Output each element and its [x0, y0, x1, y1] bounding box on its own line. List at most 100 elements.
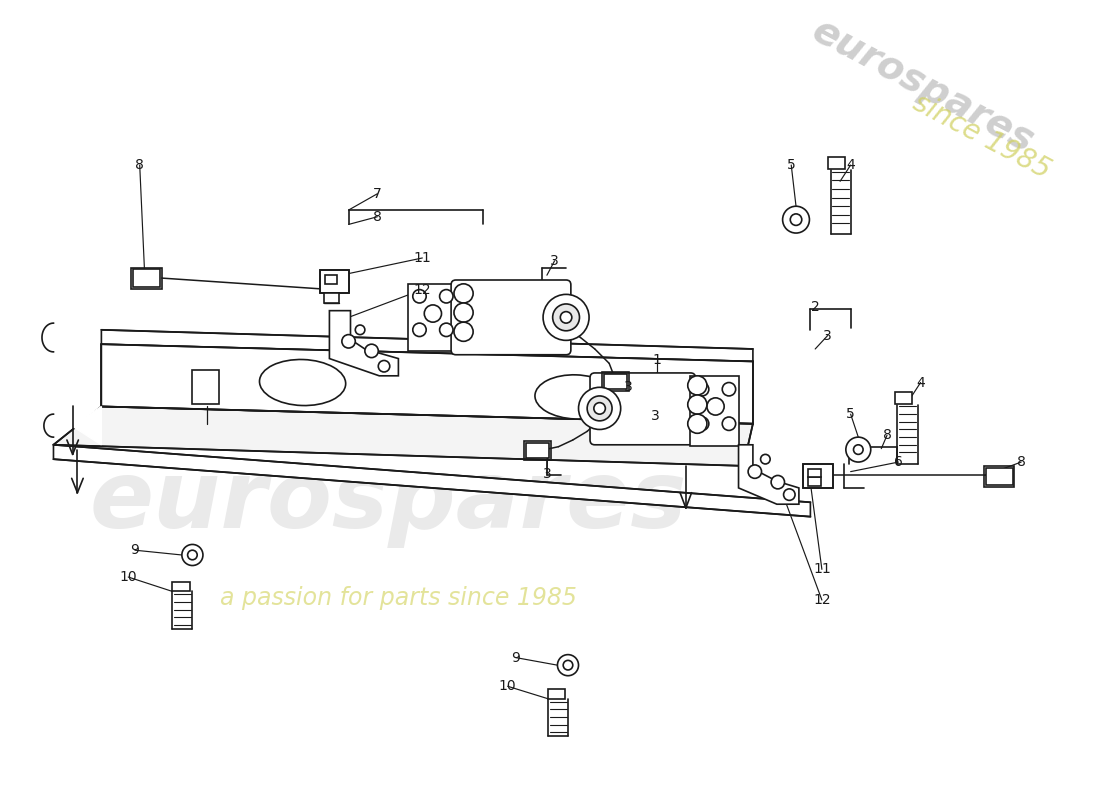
Polygon shape	[101, 330, 752, 362]
Text: 8: 8	[135, 158, 144, 172]
FancyBboxPatch shape	[590, 373, 695, 445]
Text: 4: 4	[916, 375, 925, 390]
Text: 6: 6	[894, 455, 903, 469]
Circle shape	[695, 417, 708, 430]
Circle shape	[771, 475, 784, 489]
Circle shape	[558, 654, 579, 676]
Text: eurospares: eurospares	[805, 11, 1041, 160]
Bar	[652, 410, 679, 440]
Circle shape	[440, 323, 453, 337]
Text: 11: 11	[813, 562, 830, 576]
Polygon shape	[738, 445, 799, 504]
Text: 5: 5	[846, 407, 855, 421]
Bar	[894, 392, 912, 404]
Bar	[603, 372, 629, 391]
Text: 7: 7	[373, 186, 382, 201]
Bar	[983, 466, 1014, 487]
Bar	[803, 464, 834, 488]
Bar	[320, 270, 349, 294]
Circle shape	[688, 376, 707, 395]
Circle shape	[355, 325, 365, 334]
Bar	[133, 270, 160, 286]
Bar	[320, 270, 349, 294]
Circle shape	[688, 414, 707, 434]
Circle shape	[552, 304, 580, 330]
Bar	[526, 443, 549, 458]
Bar	[323, 294, 339, 303]
Text: 9: 9	[510, 650, 519, 665]
Circle shape	[563, 660, 573, 670]
Text: 3: 3	[624, 380, 632, 394]
Text: 11: 11	[414, 251, 431, 265]
Circle shape	[854, 445, 864, 454]
Bar	[807, 478, 821, 486]
Text: 5: 5	[786, 158, 795, 172]
Text: 10: 10	[120, 570, 138, 584]
Text: 3: 3	[550, 254, 559, 268]
Bar	[173, 582, 189, 591]
Circle shape	[723, 382, 736, 396]
Text: eurospares: eurospares	[90, 456, 688, 548]
Text: 3: 3	[823, 329, 832, 342]
Text: 9: 9	[131, 543, 140, 557]
Circle shape	[748, 465, 761, 478]
Circle shape	[412, 290, 426, 303]
Text: 12: 12	[813, 593, 830, 607]
Polygon shape	[44, 406, 101, 445]
Text: 10: 10	[498, 679, 516, 694]
Bar	[192, 370, 219, 404]
Circle shape	[543, 294, 590, 340]
FancyBboxPatch shape	[451, 280, 571, 354]
Text: 3: 3	[651, 409, 660, 423]
Polygon shape	[54, 445, 811, 517]
Bar	[803, 464, 834, 488]
Circle shape	[342, 334, 355, 348]
Circle shape	[695, 382, 708, 396]
Bar	[827, 158, 845, 169]
Circle shape	[454, 303, 473, 322]
Circle shape	[378, 361, 389, 372]
Circle shape	[440, 290, 453, 303]
Bar	[986, 468, 1013, 485]
Text: 8: 8	[1016, 455, 1025, 469]
Bar	[131, 267, 162, 289]
Circle shape	[723, 417, 736, 430]
Circle shape	[688, 395, 707, 414]
Circle shape	[412, 323, 426, 337]
Circle shape	[846, 437, 871, 462]
Bar	[408, 284, 455, 351]
Circle shape	[782, 206, 810, 233]
Text: 8: 8	[373, 210, 382, 224]
Text: 3: 3	[542, 466, 551, 481]
Polygon shape	[101, 344, 752, 424]
Circle shape	[579, 387, 620, 430]
Text: a passion for parts since 1985: a passion for parts since 1985	[220, 586, 576, 610]
Circle shape	[425, 305, 441, 322]
Text: 12: 12	[414, 282, 431, 297]
Ellipse shape	[535, 375, 616, 419]
Text: since 1985: since 1985	[908, 88, 1055, 184]
Circle shape	[587, 396, 612, 421]
Text: 4: 4	[846, 158, 855, 172]
Bar	[690, 376, 739, 446]
Bar	[324, 275, 337, 284]
Bar	[604, 374, 627, 390]
Circle shape	[182, 545, 202, 566]
Polygon shape	[42, 323, 54, 352]
Circle shape	[188, 550, 197, 560]
Text: 2: 2	[811, 300, 819, 314]
Text: 8: 8	[882, 428, 891, 442]
Circle shape	[454, 284, 473, 303]
Circle shape	[790, 214, 802, 226]
Circle shape	[707, 398, 724, 415]
Text: 1: 1	[652, 354, 661, 367]
Ellipse shape	[260, 359, 345, 406]
Polygon shape	[329, 310, 398, 376]
Circle shape	[365, 344, 378, 358]
Polygon shape	[54, 406, 752, 466]
Bar	[524, 441, 551, 460]
Bar	[548, 689, 565, 698]
Circle shape	[760, 454, 770, 464]
Circle shape	[560, 312, 572, 323]
Bar	[807, 469, 821, 478]
